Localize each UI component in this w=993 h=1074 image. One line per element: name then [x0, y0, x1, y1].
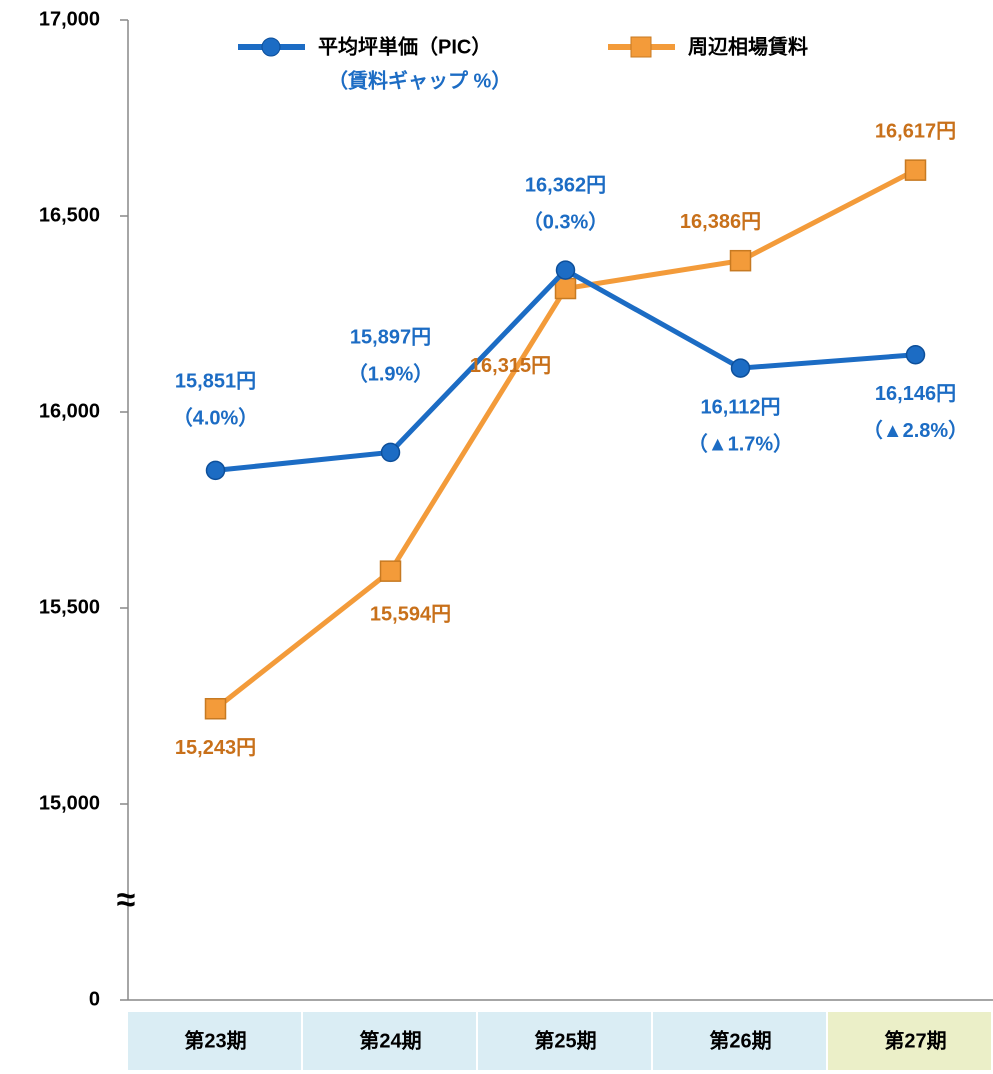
gap-label: （1.9%）: [348, 363, 434, 386]
point: [554, 277, 577, 300]
legend-note: （賃料ギャップ %）: [328, 68, 511, 92]
point: [379, 560, 402, 582]
x-tick-label: 第27期: [884, 1028, 946, 1052]
value-label: 15,243円: [175, 737, 256, 759]
x-tick-label: 第24期: [359, 1028, 421, 1052]
point: [730, 358, 751, 378]
point: [905, 345, 926, 365]
value-label: 16,386円: [680, 211, 761, 233]
value-label: 15,594円: [370, 603, 451, 625]
gap-label: （4.0%）: [173, 407, 259, 430]
axis-break: ≈: [117, 881, 136, 919]
category-cell: [478, 1012, 651, 1070]
y-tick-label: 17,000: [39, 8, 100, 30]
series-line: [215, 266, 916, 473]
y-tick-label: 16,000: [39, 400, 100, 422]
gap-label: （0.3%）: [523, 210, 609, 233]
value-label: 16,112円: [700, 396, 780, 418]
y-tick-label: 15,500: [39, 596, 100, 618]
point: [380, 442, 401, 463]
x-tick-label: 第26期: [709, 1028, 771, 1052]
value-label: 16,146円: [875, 383, 956, 405]
point: [555, 260, 576, 280]
legend-label: 平均坪単価（PIC）: [318, 34, 491, 58]
point: [205, 460, 226, 481]
point: [729, 249, 752, 272]
legend-marker: [261, 37, 281, 57]
value-label: 15,851円: [175, 371, 256, 393]
value-label: 16,362円: [525, 174, 606, 196]
y-tick-label: 15,000: [39, 792, 100, 814]
value-label: 16,617円: [875, 120, 956, 142]
gap-label: （▲1.7%）: [688, 432, 793, 455]
y-tick-label: 16,500: [39, 204, 100, 226]
x-tick-label: 第23期: [184, 1028, 246, 1052]
value-label: 16,315円: [470, 355, 551, 377]
legend-label: 周辺相場賃料: [688, 34, 808, 58]
gap-label: （▲2.8%）: [863, 419, 968, 442]
legend-marker: [630, 36, 652, 58]
value-label: 15,897円: [350, 327, 431, 349]
category-cell: [653, 1012, 826, 1070]
series-line: [213, 167, 917, 711]
x-tick-label: 第25期: [534, 1028, 596, 1052]
point: [904, 159, 927, 181]
y-tick-label: 0: [89, 988, 100, 1010]
category-cell: [828, 1012, 991, 1070]
category-cell: [303, 1012, 476, 1070]
category-cell: [128, 1012, 301, 1070]
point: [204, 697, 227, 720]
